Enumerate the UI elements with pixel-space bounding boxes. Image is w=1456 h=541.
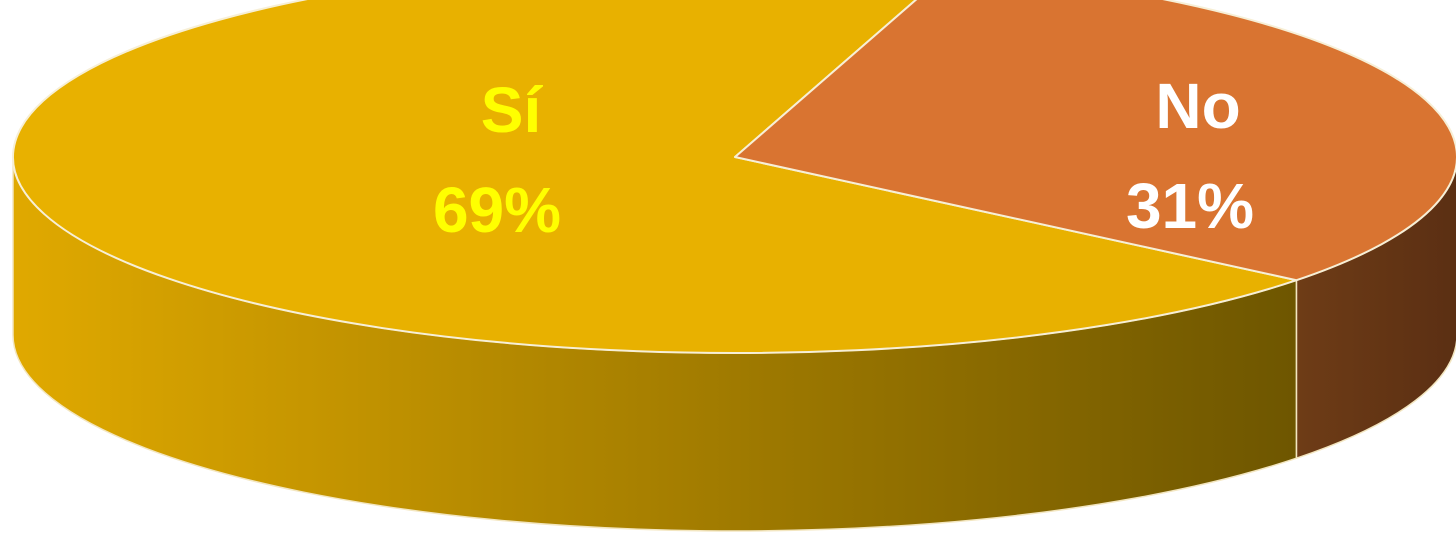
slice-label-si-value: 69% (433, 174, 561, 246)
pie-slice-si (12, 0, 1298, 354)
slice-label-si-name: Sí (481, 74, 544, 146)
pie-slices (12, 0, 1456, 354)
pie-slice-no (734, 0, 1456, 282)
slice-label-no-value: 31% (1126, 170, 1254, 242)
pie-labels: Sí 69% No 31% (433, 70, 1254, 246)
slice-label-no-name: No (1155, 70, 1240, 142)
